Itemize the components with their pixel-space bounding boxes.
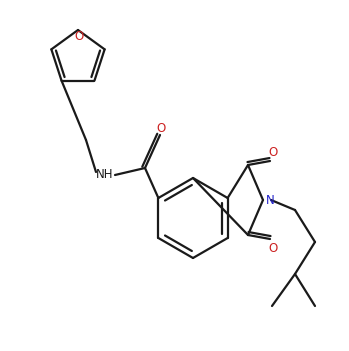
Text: O: O — [268, 146, 277, 159]
Text: O: O — [156, 122, 166, 135]
Text: O: O — [268, 241, 277, 254]
Text: N: N — [266, 193, 274, 206]
Text: NH: NH — [96, 168, 114, 181]
Text: O: O — [74, 29, 84, 42]
